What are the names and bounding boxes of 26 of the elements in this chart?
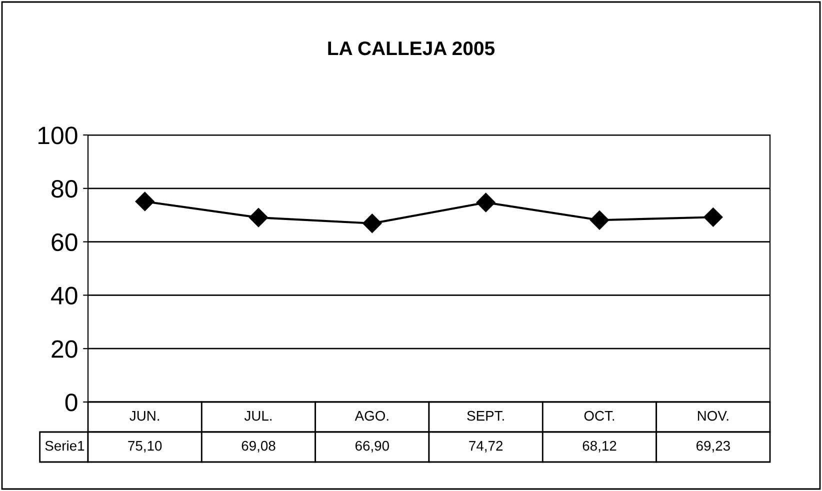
point xyxy=(704,208,723,227)
point xyxy=(476,192,496,212)
y-tick-label: 100 xyxy=(38,126,78,144)
x-tick-label: NOV. xyxy=(698,410,728,421)
data-label: 69,23 xyxy=(696,440,730,452)
x-tick-label: AGO. xyxy=(354,410,388,421)
point xyxy=(362,214,382,233)
x-tick-label: OCT. xyxy=(584,410,614,421)
point xyxy=(248,208,268,228)
data-label: 75,10 xyxy=(128,440,162,452)
x-tick-label: JUL. xyxy=(244,411,272,421)
y-tick-label: 40 xyxy=(51,286,78,305)
point xyxy=(135,192,154,212)
data-label: 68,12 xyxy=(582,440,616,452)
data-label: 74,72 xyxy=(469,440,503,452)
text: Serie1 xyxy=(45,440,84,451)
y-tick-label: 80 xyxy=(52,180,78,198)
x-tick-label: SEPT. xyxy=(467,410,504,421)
chart-title: LA CALLEJA 2005 xyxy=(328,41,495,56)
point xyxy=(590,210,610,230)
y-tick-label: 0 xyxy=(65,394,78,412)
x-tick-label: JUN. xyxy=(130,411,159,421)
data-label: 69,08 xyxy=(242,440,276,452)
y-tick-label: 60 xyxy=(52,233,78,252)
y-tick-label: 20 xyxy=(52,340,78,358)
data-label: 66,90 xyxy=(355,440,390,452)
